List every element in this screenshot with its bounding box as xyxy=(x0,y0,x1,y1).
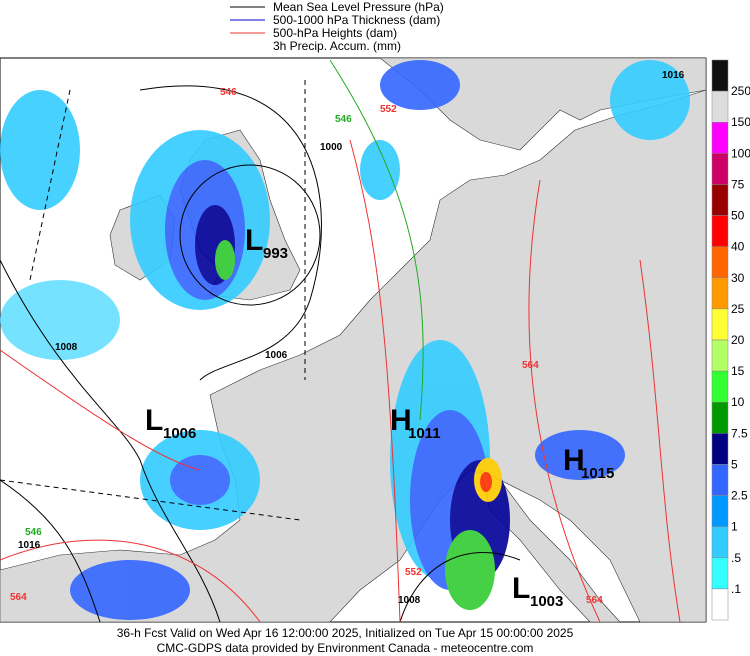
contour-label: 546 xyxy=(335,114,352,125)
contour-label: 1008 xyxy=(55,342,78,353)
colorbar-label: 100 xyxy=(731,146,750,160)
center-value: 1003 xyxy=(530,593,563,610)
colorbar-cell xyxy=(711,526,729,559)
contour-label: 552 xyxy=(380,104,397,115)
colorbar-cell xyxy=(711,184,729,216)
colorbar-label: 10 xyxy=(731,395,745,409)
contours xyxy=(0,59,681,623)
legend-entry: Mean Sea Level Pressure (hPa) xyxy=(273,0,444,14)
colorbar-cell xyxy=(711,401,729,434)
contour-label: 546 xyxy=(220,87,237,98)
colorbar-cell xyxy=(711,588,729,621)
contour-label: 564 xyxy=(586,595,603,606)
precipitation xyxy=(0,60,690,620)
center-value: 993 xyxy=(263,245,288,262)
colorbar-cell xyxy=(711,277,729,310)
center-letter: L xyxy=(245,224,263,257)
colorbar-label: 40 xyxy=(731,240,745,254)
legend-entry: 500-hPa Heights (dam) xyxy=(273,26,397,40)
legend-entry: 500-1000 hPa Thickness (dam) xyxy=(273,13,440,27)
colorbar-cell xyxy=(711,464,729,496)
colorbar: 250 150 100 75 50 40 30 25 20 15 10 7.5 5 2.5 1 .5 .1 xyxy=(711,59,750,621)
colorbar-label: 75 xyxy=(731,177,745,191)
center-letter: H xyxy=(390,404,412,437)
colorbar-cell xyxy=(711,215,729,247)
colorbar-cell xyxy=(711,339,729,372)
colorbar-cell xyxy=(711,495,729,527)
contour-label: 1008 xyxy=(398,595,421,606)
footer: CMC-GDPS data provided by Environment Ca… xyxy=(157,641,534,655)
contour-label: 564 xyxy=(10,592,27,603)
land xyxy=(0,89,707,623)
colorbar-label: 150 xyxy=(731,115,750,129)
colorbar-label: 15 xyxy=(731,364,745,378)
colorbar-cell xyxy=(711,433,729,465)
colorbar-cell xyxy=(711,90,729,123)
center-letter: L xyxy=(512,572,530,605)
colorbar-label: 25 xyxy=(731,302,745,316)
colorbar-cell xyxy=(711,557,729,590)
colorbar-label: 1 xyxy=(731,520,738,534)
colorbar-label: 5 xyxy=(731,457,738,471)
map: 1000 1006 1008 1016 1008 1016 546 552 56… xyxy=(0,57,707,623)
contour-label: 1016 xyxy=(662,70,685,81)
center-letter: H xyxy=(563,444,585,477)
colorbar-label: 7.5 xyxy=(731,426,748,440)
colorbar-label: 30 xyxy=(731,271,745,285)
colorbar-cell xyxy=(711,153,729,185)
contour-label: 1016 xyxy=(18,540,41,551)
legend: Mean Sea Level Pressure (hPa) 500-1000 h… xyxy=(230,0,444,53)
colorbar-cell xyxy=(711,246,729,279)
contour-label: 546 xyxy=(25,527,42,538)
colorbar-label: 50 xyxy=(731,209,745,223)
colorbar-label: .1 xyxy=(731,582,741,596)
colorbar-cell xyxy=(711,370,729,403)
land xyxy=(479,469,621,623)
colorbar-label: .5 xyxy=(731,551,741,565)
contour-label: 1000 xyxy=(320,142,343,153)
footer: 36-h Fcst Valid on Wed Apr 16 12:00:00 2… xyxy=(117,626,574,640)
legend-entry: 3h Precip. Accum. (mm) xyxy=(273,39,401,53)
contour-label: 1006 xyxy=(265,350,288,361)
colorbar-cell xyxy=(711,121,729,154)
colorbar-cell xyxy=(711,59,729,92)
colorbar-label: 2.5 xyxy=(731,489,748,503)
center-letter: L xyxy=(145,404,163,437)
colorbar-label: 250 xyxy=(731,84,750,98)
center-value: 1015 xyxy=(581,465,614,482)
contour-label: 552 xyxy=(405,567,422,578)
colorbar-cell xyxy=(711,308,729,341)
colorbar-label: 20 xyxy=(731,333,745,347)
contour-label: 564 xyxy=(522,360,539,371)
center-value: 1006 xyxy=(163,425,196,442)
center-value: 1011 xyxy=(408,425,441,442)
